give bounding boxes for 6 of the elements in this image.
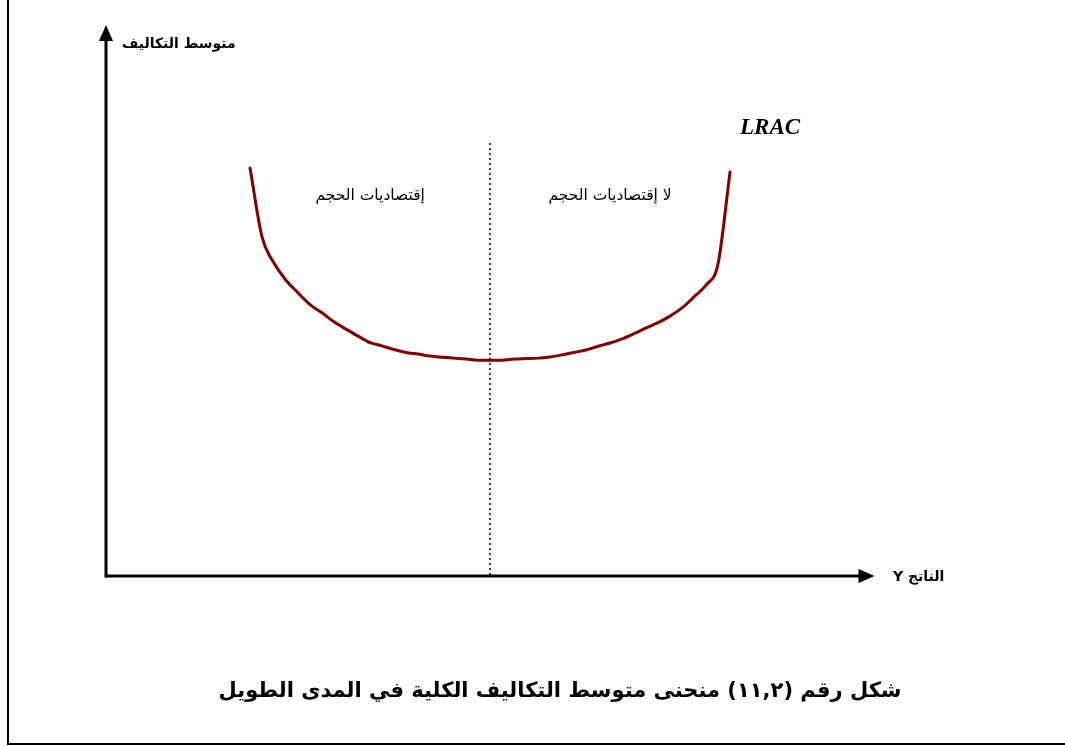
series-label: LRAC — [739, 114, 801, 140]
text: شكل رقم (١١,٢) منحنى متوسط التكاليف الكلية في المدى الطويل — [218, 677, 902, 703]
annotation: إقتصاديات الحجم — [315, 185, 425, 205]
annotation: لا إقتصاديات الحجم — [548, 185, 672, 205]
x-axis-title: الناتج Y — [893, 567, 945, 585]
text: متوسط التكاليف — [122, 35, 236, 52]
